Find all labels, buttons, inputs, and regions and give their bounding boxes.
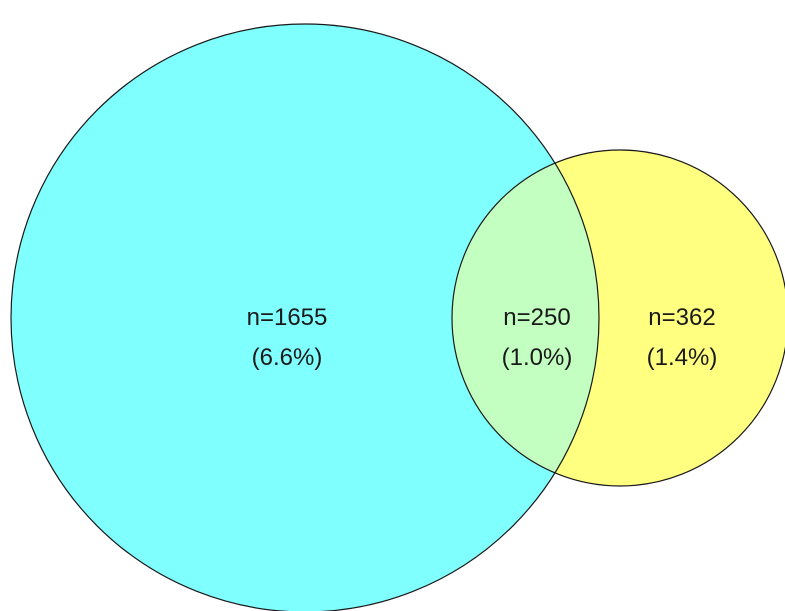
overlap-count-label: n=250 xyxy=(503,304,570,331)
set-a-circle xyxy=(11,24,599,611)
overlap-percent-label: (1.0%) xyxy=(502,344,573,371)
set-b-outline xyxy=(451,149,785,487)
set-a-percent-label: (6.6%) xyxy=(252,344,323,371)
set-a-count-label: n=1655 xyxy=(247,304,328,331)
set-b-percent-label: (1.4%) xyxy=(647,344,718,371)
set-a-outline xyxy=(10,23,600,611)
set-b-count-label: n=362 xyxy=(648,304,715,331)
overlap-region xyxy=(452,150,599,486)
